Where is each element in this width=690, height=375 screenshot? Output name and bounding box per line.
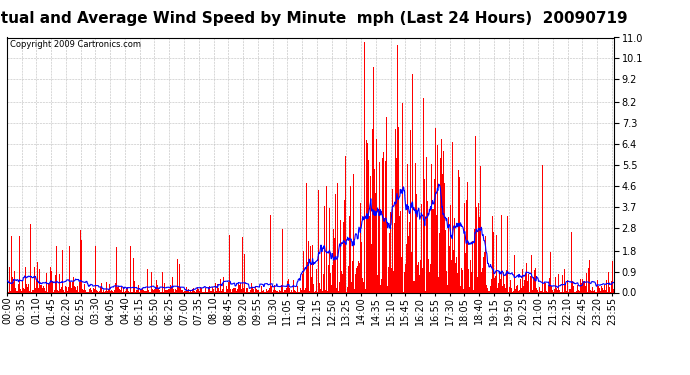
Text: Copyright 2009 Cartronics.com: Copyright 2009 Cartronics.com xyxy=(10,40,141,49)
Text: Actual and Average Wind Speed by Minute  mph (Last 24 Hours)  20090719: Actual and Average Wind Speed by Minute … xyxy=(0,11,627,26)
